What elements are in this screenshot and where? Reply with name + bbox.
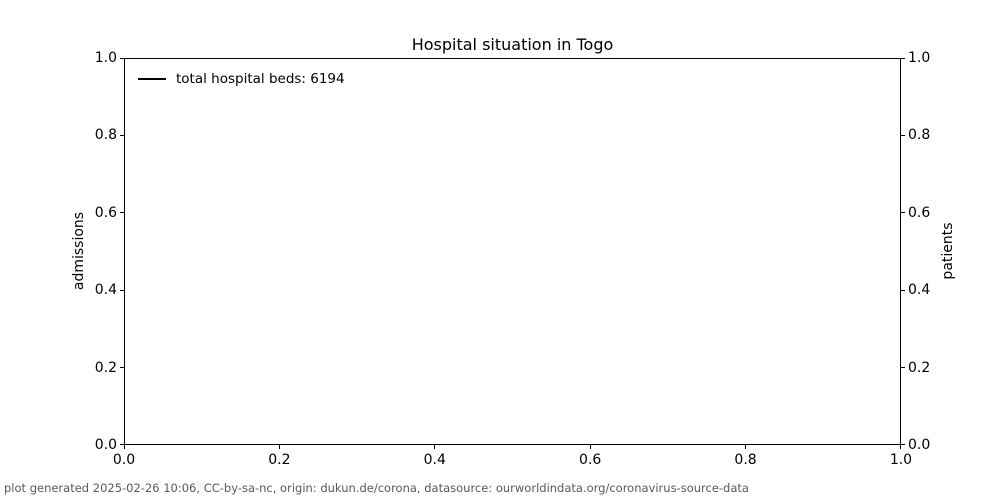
y-tick-mark: [901, 366, 905, 368]
legend: total hospital beds: 6194: [138, 71, 345, 87]
y-tick-label: 0.4: [908, 282, 931, 299]
y-tick-label: 0.6: [908, 204, 931, 221]
legend-line-swatch: [138, 78, 166, 80]
y-axis-label-left: admissions: [71, 211, 87, 291]
x-tick-label: 1.0: [889, 452, 913, 468]
y-tick-label: 0.2: [908, 359, 931, 376]
y-tick-mark: [120, 58, 124, 59]
x-tick-mark: [124, 445, 125, 449]
y-tick-label: 1.0: [94, 50, 117, 66]
y-tick-mark: [901, 135, 905, 137]
y-tick-mark: [120, 443, 124, 445]
y-tick-label: 0.8: [94, 127, 117, 144]
x-tick-label: 0.0: [112, 452, 136, 468]
plot-area: total hospital beds: 6194: [124, 58, 901, 445]
y-tick-label: 0.2: [94, 359, 117, 376]
x-tick-mark: [434, 445, 436, 449]
x-tick-mark: [744, 445, 746, 449]
y-tick-mark: [901, 58, 905, 59]
x-tick-label: 0.4: [423, 452, 446, 468]
y-axis-left-tick-labels: 1.0 0.8 0.6 0.4 0.2 0.0: [60, 51, 117, 452]
y-tick-mark: [901, 212, 905, 214]
legend-label: total hospital beds: 6194: [176, 71, 345, 87]
y-tick-mark: [901, 289, 905, 291]
y-axis-right-tick-labels: 1.0 0.8 0.6 0.4 0.2 0.0: [908, 51, 965, 452]
x-tick-label: 0.8: [734, 452, 757, 468]
x-tick-mark: [589, 445, 591, 449]
y-tick-mark: [901, 443, 905, 445]
footer-attribution: plot generated 2025-02-26 10:06, CC-by-s…: [4, 481, 749, 495]
x-tick-label: 0.6: [579, 452, 602, 468]
y-tick-label: 0.0: [94, 436, 117, 453]
y-tick-mark: [120, 212, 124, 214]
x-axis-tick-labels: 0.0 0.2 0.4 0.6 0.8 1.0: [109, 452, 916, 468]
y-tick-label: 0.8: [908, 127, 931, 144]
y-tick-label: 0.0: [908, 436, 931, 453]
y-axis-left-tick-marks: [120, 58, 124, 445]
x-tick-mark: [279, 445, 281, 449]
x-axis-tick-marks: [124, 445, 901, 449]
y-tick-mark: [120, 366, 124, 368]
chart-title: Hospital situation in Togo: [411, 35, 614, 54]
y-tick-label: 0.4: [94, 282, 117, 299]
y-tick-label: 1.0: [908, 50, 931, 66]
y-axis-label-right: patients: [940, 222, 956, 280]
y-tick-label: 0.6: [94, 204, 117, 221]
x-tick-label: 0.2: [268, 452, 291, 468]
y-axis-right-tick-marks: [901, 58, 905, 445]
y-tick-mark: [120, 135, 124, 137]
x-tick-mark: [899, 445, 901, 449]
y-tick-mark: [120, 289, 124, 291]
